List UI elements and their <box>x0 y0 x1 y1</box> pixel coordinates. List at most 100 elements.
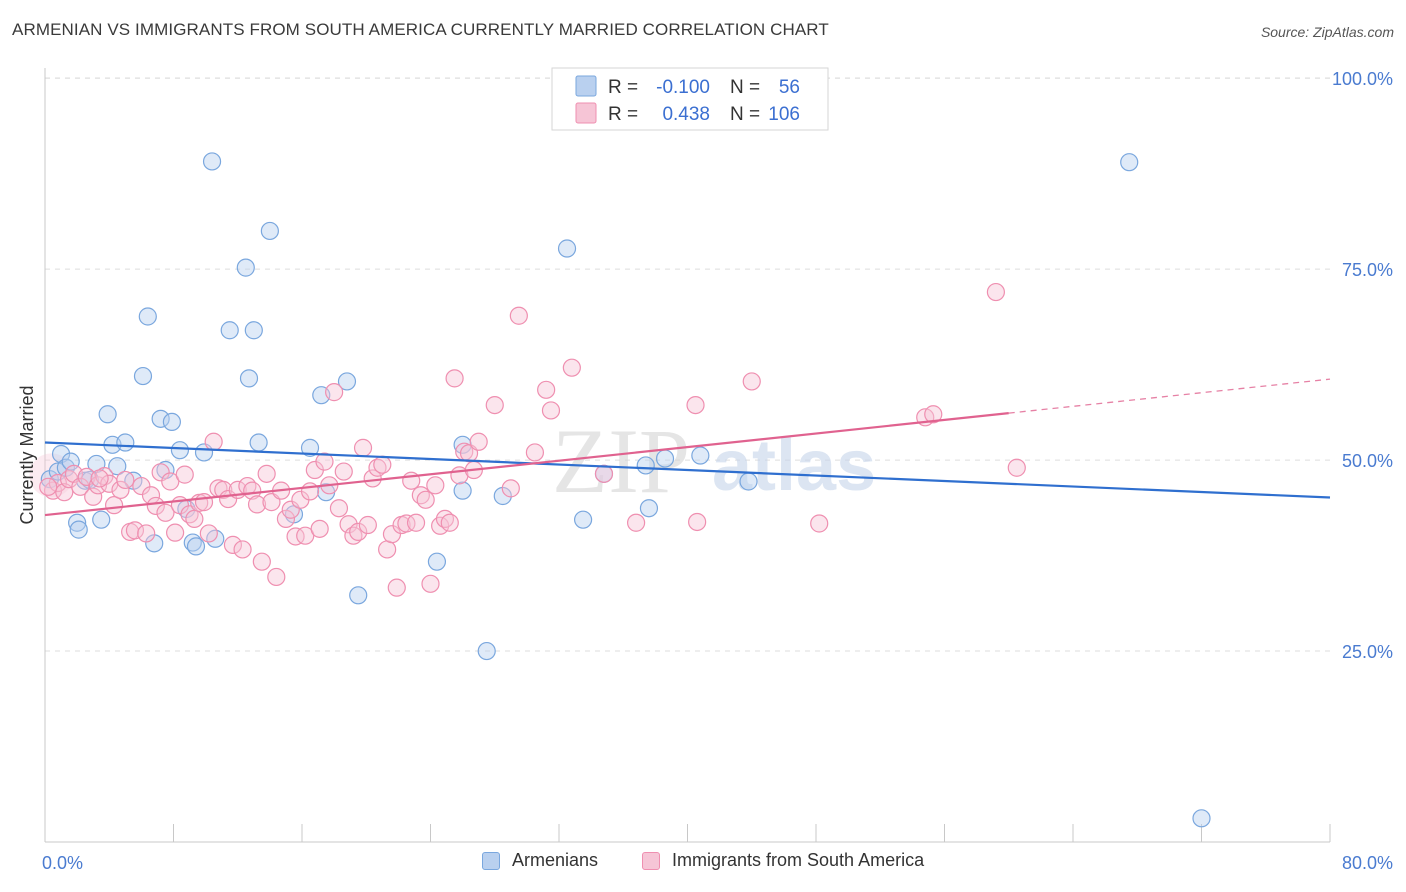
point-immigrants <box>525 443 545 462</box>
point-immigrants <box>445 369 464 388</box>
point-immigrants <box>252 552 271 571</box>
point-armenians <box>202 152 222 171</box>
legend-bottom: Armenians Immigrants from South America <box>0 850 1406 878</box>
point-armenians <box>300 438 320 457</box>
point-immigrants <box>406 513 426 532</box>
point-armenians <box>68 513 87 532</box>
watermark-zip: ZIP <box>552 410 690 512</box>
point-immigrants <box>214 480 233 499</box>
point-armenians <box>239 369 259 388</box>
point-armenians <box>249 433 268 452</box>
point-immigrants <box>397 514 416 533</box>
point-armenians <box>116 433 135 452</box>
watermark-atlas: atlas <box>712 426 876 506</box>
point-armenians <box>557 239 577 258</box>
point-armenians <box>170 441 190 460</box>
chart-title: ARMENIAN VS IMMIGRANTS FROM SOUTH AMERIC… <box>12 20 829 39</box>
point-immigrants <box>48 473 67 493</box>
y-tick-label: 50.0% <box>1342 451 1393 471</box>
point-armenians <box>162 412 181 432</box>
point-armenians <box>636 456 655 475</box>
legend-top: R = -0.100 N = 56 R = 0.438 N = 106 <box>551 67 829 131</box>
point-immigrants <box>421 574 440 593</box>
y-tick-label: 75.0% <box>1342 260 1393 280</box>
point-immigrants <box>469 432 488 451</box>
point-armenians <box>92 510 111 529</box>
point-armenians <box>260 221 279 241</box>
point-immigrants <box>156 503 175 522</box>
point-armenians <box>739 472 758 491</box>
point-immigrants <box>151 463 170 482</box>
point-armenians <box>1192 809 1211 828</box>
y-axis-label: Currently Married <box>17 385 37 524</box>
point-armenians <box>573 510 593 529</box>
point-immigrants <box>373 455 392 474</box>
point-immigrants <box>594 464 614 483</box>
point-immigrants <box>339 515 358 534</box>
point-immigrants <box>104 496 124 515</box>
legend-item-armenians: Armenians <box>482 850 598 871</box>
legend-top-swatch-blue <box>575 75 597 97</box>
point-immigrants <box>286 527 305 546</box>
point-immigrants <box>84 487 103 506</box>
point-immigrants <box>924 405 943 424</box>
point-armenians <box>349 586 368 605</box>
legend-top-n-value-pink: 106 <box>768 104 800 125</box>
point-immigrants <box>541 401 561 420</box>
point-armenians <box>156 460 175 480</box>
point-immigrants <box>1007 458 1026 477</box>
point-armenians <box>69 520 88 539</box>
source-label: Source: ZipAtlas.com <box>1260 24 1394 40</box>
point-armenians <box>236 258 255 277</box>
x-tick-label-max: 80.0% <box>1342 853 1393 873</box>
point-immigrants <box>368 458 387 477</box>
trend-layer <box>44 378 1331 517</box>
point-immigrants <box>810 514 829 533</box>
point-immigrants <box>501 479 520 498</box>
y-tick-label: 25.0% <box>1342 642 1393 662</box>
point-immigrants <box>315 452 334 471</box>
point-immigrants <box>742 372 761 391</box>
watermark: ZIP atlas <box>552 410 876 512</box>
point-immigrants <box>349 522 368 541</box>
legend-swatch-pink <box>642 851 660 870</box>
point-immigrants <box>986 282 1006 302</box>
point-armenians <box>639 499 659 518</box>
point-immigrants <box>185 509 204 529</box>
point-armenians <box>477 641 496 661</box>
trend-line-dashed-1 <box>1008 378 1331 414</box>
point-armenians <box>138 307 157 326</box>
legend-label-immigrants: Immigrants from South America <box>672 850 925 870</box>
point-immigrants <box>39 477 58 496</box>
legend-top-n-value-blue: 56 <box>779 77 800 98</box>
point-immigrants <box>223 535 243 554</box>
point-immigrants <box>353 438 373 457</box>
x-tick-label-min: 0.0% <box>42 853 83 873</box>
point-armenians <box>244 321 263 340</box>
point-immigrants <box>199 524 218 543</box>
point-immigrants <box>426 476 445 495</box>
point-immigrants <box>233 540 252 559</box>
point-immigrants <box>387 578 406 597</box>
point-immigrants <box>329 499 349 518</box>
point-immigrants <box>358 515 377 535</box>
legend-label-armenians: Armenians <box>512 850 599 870</box>
point-immigrants <box>485 396 504 415</box>
point-immigrants <box>137 524 156 543</box>
point-immigrants <box>243 481 262 500</box>
legend-top-n-label-pink: N = <box>730 104 760 125</box>
point-armenians <box>655 449 675 468</box>
point-armenians <box>1120 153 1139 172</box>
trend-line-0 <box>44 441 1331 499</box>
point-immigrants <box>146 496 165 516</box>
point-immigrants <box>440 513 459 532</box>
point-armenians <box>427 552 447 571</box>
point-immigrants <box>194 493 214 512</box>
point-immigrants <box>334 462 353 481</box>
legend-top-n-label-blue: N = <box>730 77 760 98</box>
point-armenians <box>151 409 170 428</box>
point-immigrants <box>267 567 286 587</box>
point-armenians <box>133 366 153 386</box>
legend-top-r-label-blue: R = <box>608 77 638 98</box>
point-immigrants <box>686 396 705 415</box>
